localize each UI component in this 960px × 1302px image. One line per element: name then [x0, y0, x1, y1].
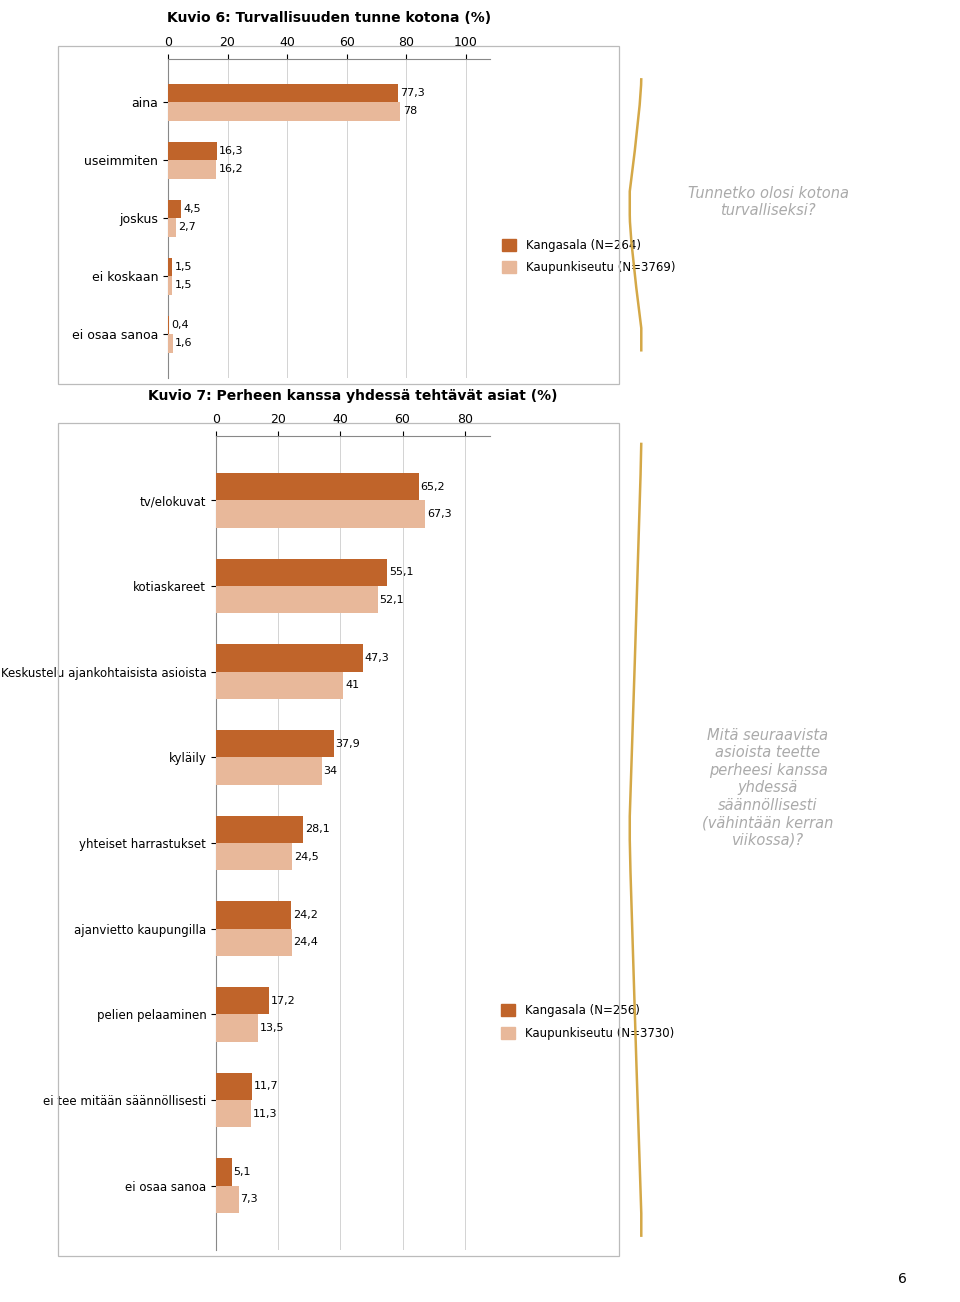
- Bar: [168, 160, 216, 178]
- Text: 16,2: 16,2: [219, 164, 243, 174]
- Text: 0,4: 0,4: [172, 320, 189, 329]
- Bar: [168, 83, 398, 102]
- Text: 28,1: 28,1: [305, 824, 329, 835]
- Bar: [216, 844, 292, 871]
- Text: 17,2: 17,2: [271, 996, 296, 1005]
- Bar: [216, 758, 322, 785]
- Text: 52,1: 52,1: [379, 595, 404, 604]
- Bar: [216, 473, 419, 500]
- Text: 7,3: 7,3: [240, 1194, 258, 1204]
- Bar: [216, 559, 387, 586]
- Text: 24,2: 24,2: [293, 910, 318, 921]
- Legend: Kangasala (N=256), Kaupunkiseutu (N=3730): Kangasala (N=256), Kaupunkiseutu (N=3730…: [501, 1004, 674, 1040]
- Text: 34: 34: [324, 766, 337, 776]
- Text: 1,5: 1,5: [175, 280, 192, 290]
- Text: 5,1: 5,1: [233, 1167, 251, 1177]
- Text: Mitä seuraavista
asioista teette
perheesi kanssa
yhdessä
säännöllisesti
(vähintä: Mitä seuraavista asioista teette perhees…: [703, 728, 833, 848]
- Bar: [216, 644, 363, 672]
- Text: 55,1: 55,1: [389, 568, 414, 577]
- Title: Kuvio 6: Turvallisuuden tunne kotona (%): Kuvio 6: Turvallisuuden tunne kotona (%): [167, 10, 491, 25]
- Text: 47,3: 47,3: [365, 654, 390, 663]
- Text: 2,7: 2,7: [179, 223, 196, 232]
- Bar: [168, 276, 173, 294]
- Text: Tunnetko olosi kotona
turvalliseksi?: Tunnetko olosi kotona turvalliseksi?: [687, 186, 849, 217]
- Text: 78: 78: [402, 107, 417, 116]
- Text: 6: 6: [898, 1272, 907, 1286]
- Text: 24,4: 24,4: [294, 937, 319, 948]
- Bar: [216, 1186, 239, 1213]
- Bar: [216, 672, 344, 699]
- Text: 11,3: 11,3: [252, 1109, 277, 1118]
- Text: 77,3: 77,3: [400, 87, 425, 98]
- Bar: [216, 928, 292, 956]
- Bar: [216, 586, 378, 613]
- Bar: [216, 1073, 252, 1100]
- Text: 24,5: 24,5: [294, 852, 319, 862]
- Bar: [168, 217, 176, 237]
- Text: 65,2: 65,2: [420, 482, 444, 492]
- Text: 67,3: 67,3: [427, 509, 451, 519]
- Bar: [168, 258, 173, 276]
- Text: 11,7: 11,7: [254, 1082, 278, 1091]
- Bar: [168, 142, 217, 160]
- Bar: [216, 987, 270, 1014]
- Bar: [216, 1159, 232, 1186]
- Text: 4,5: 4,5: [183, 204, 202, 214]
- Bar: [216, 1014, 258, 1042]
- Bar: [216, 730, 334, 758]
- Legend: Kangasala (N=264), Kaupunkiseutu (N=3769): Kangasala (N=264), Kaupunkiseutu (N=3769…: [502, 238, 675, 275]
- Text: 16,3: 16,3: [219, 146, 244, 156]
- Text: 1,6: 1,6: [175, 339, 193, 349]
- Text: 1,5: 1,5: [175, 262, 192, 272]
- Bar: [168, 335, 173, 353]
- Bar: [168, 102, 400, 121]
- Text: 13,5: 13,5: [259, 1023, 284, 1032]
- Title: Kuvio 7: Perheen kanssa yhdessä tehtävät asiat (%): Kuvio 7: Perheen kanssa yhdessä tehtävät…: [148, 388, 558, 402]
- Bar: [168, 315, 169, 335]
- Bar: [216, 901, 291, 928]
- Bar: [216, 500, 425, 527]
- Text: 41: 41: [345, 681, 359, 690]
- Bar: [216, 815, 303, 844]
- Text: 37,9: 37,9: [335, 738, 360, 749]
- Bar: [216, 1100, 252, 1128]
- Bar: [168, 199, 181, 217]
